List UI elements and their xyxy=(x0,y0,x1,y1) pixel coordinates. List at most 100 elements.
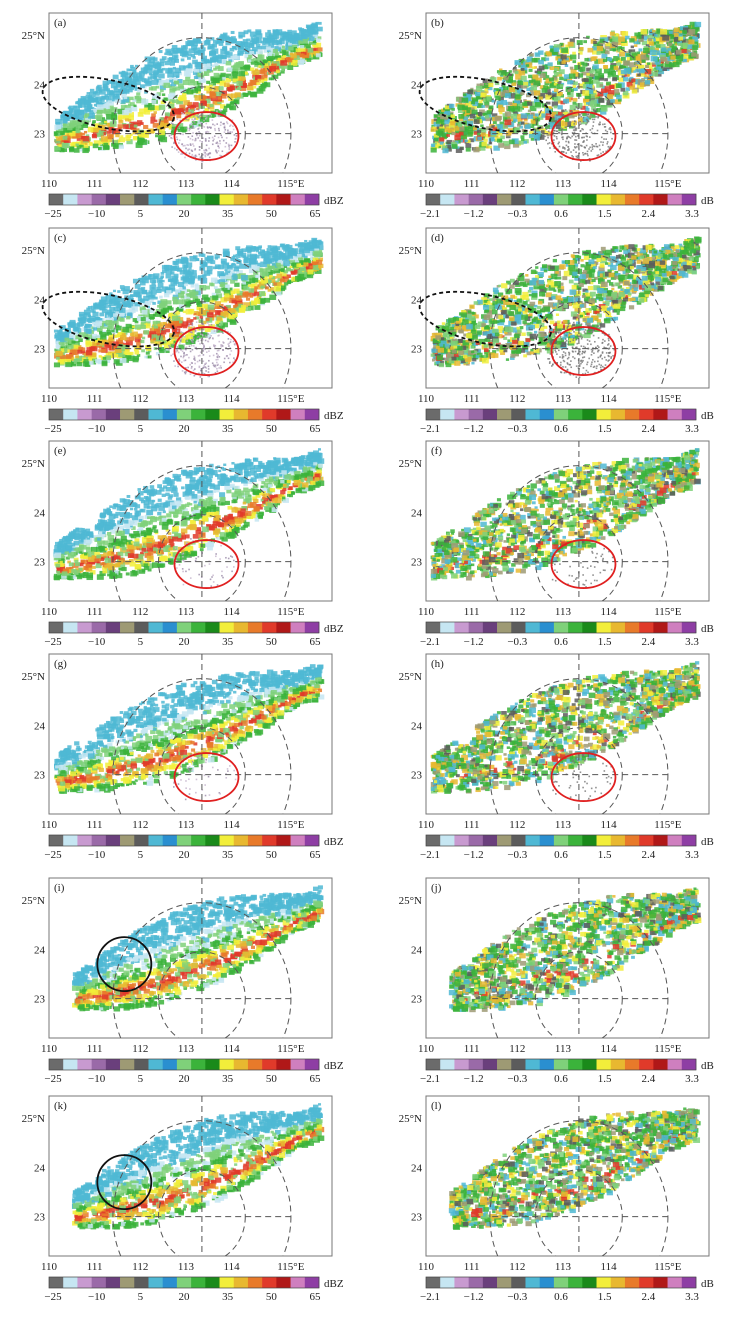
colorbar-tick-label: 5 xyxy=(138,849,144,861)
colorbar-segment xyxy=(653,1277,668,1288)
colorbar-tick-label: 20 xyxy=(179,1291,191,1303)
colorbar-segment xyxy=(554,835,569,846)
x-tick-label: 115°E xyxy=(654,606,681,618)
x-tick-label: 114 xyxy=(224,178,241,190)
colorbar-segment xyxy=(163,622,178,633)
colorbar-segment xyxy=(611,409,626,420)
y-tick-label: 25°N xyxy=(399,245,422,257)
x-tick-label: 113 xyxy=(178,1043,195,1055)
colorbar-segment xyxy=(77,622,92,633)
colorbar-segment xyxy=(305,409,320,420)
x-tick-label: 112 xyxy=(132,606,148,618)
x-tick-label: 111 xyxy=(87,178,103,190)
colorbar-segment xyxy=(653,622,668,633)
colorbar-segment xyxy=(554,622,569,633)
colorbar-segment xyxy=(582,409,597,420)
y-tick-label: 25°N xyxy=(399,671,422,683)
x-tick-label: 114 xyxy=(601,606,618,618)
colorbar-segment xyxy=(668,1277,683,1288)
colorbar-segment xyxy=(220,1059,235,1070)
colorbar-tick-label: 1.5 xyxy=(598,636,612,648)
colorbar-segment xyxy=(454,194,469,205)
colorbar-unit: dB xyxy=(701,623,714,635)
colorbar-tick-label: 65 xyxy=(310,1291,322,1303)
colorbar-segment xyxy=(511,622,526,633)
colorbar-segment xyxy=(63,835,78,846)
colorbar-tick-label: −2.1 xyxy=(420,1291,440,1303)
colorbar-tick-label: 1.5 xyxy=(598,208,612,220)
colorbar-segment xyxy=(134,622,149,633)
colorbar-segment xyxy=(582,1277,597,1288)
colorbar-segment xyxy=(668,835,683,846)
colorbar-segment xyxy=(262,835,277,846)
colorbar-segment xyxy=(220,409,235,420)
x-tick-label: 111 xyxy=(464,393,480,405)
x-tick-label: 115°E xyxy=(654,1261,681,1273)
x-tick-label: 112 xyxy=(509,606,525,618)
colorbar-segment xyxy=(291,194,306,205)
colorbar-segment xyxy=(248,1277,263,1288)
colorbar-segment xyxy=(248,409,263,420)
x-tick-label: 111 xyxy=(464,178,480,190)
y-tick-label: 23 xyxy=(34,557,46,569)
colorbar-segment xyxy=(134,194,149,205)
x-tick-label: 110 xyxy=(418,1043,435,1055)
colorbar-tick-label: −10 xyxy=(88,423,106,435)
colorbar-segment xyxy=(426,194,441,205)
x-tick-label: 115°E xyxy=(654,819,681,831)
colorbar-tick-label: 0.6 xyxy=(554,1073,568,1085)
colorbar-unit: dB xyxy=(701,195,714,207)
x-tick-label: 111 xyxy=(464,606,480,618)
colorbar-segment xyxy=(469,835,484,846)
colorbar-segment xyxy=(511,194,526,205)
panel-label: (a) xyxy=(54,17,67,29)
colorbar-segment xyxy=(497,1277,512,1288)
colorbar-segment xyxy=(248,835,263,846)
colorbar-segment xyxy=(540,835,555,846)
colorbar-segment xyxy=(163,835,178,846)
colorbar-segment xyxy=(511,1059,526,1070)
colorbar-segment xyxy=(611,194,626,205)
colorbar-segment xyxy=(653,1059,668,1070)
colorbar-segment xyxy=(205,194,220,205)
x-tick-label: 115°E xyxy=(277,393,304,405)
y-tick-label: 24 xyxy=(34,944,46,956)
x-tick-label: 111 xyxy=(464,1261,480,1273)
colorbar-unit: dB xyxy=(701,1060,714,1072)
colorbar-segment xyxy=(305,622,320,633)
panel-label: (f) xyxy=(431,445,442,457)
x-tick-label: 110 xyxy=(418,393,435,405)
y-tick-label: 24 xyxy=(411,720,423,732)
colorbar-segment xyxy=(440,409,455,420)
colorbar-segment xyxy=(483,1059,498,1070)
y-tick-label: 25°N xyxy=(22,458,45,470)
colorbar-unit: dBZ xyxy=(324,836,344,848)
colorbar-segment xyxy=(540,409,555,420)
colorbar-segment xyxy=(177,1277,192,1288)
colorbar-tick-label: −10 xyxy=(88,636,106,648)
colorbar-segment xyxy=(582,194,597,205)
y-tick-label: 23 xyxy=(411,557,423,569)
colorbar-segment xyxy=(234,1277,249,1288)
colorbar-segment xyxy=(440,835,455,846)
x-tick-label: 114 xyxy=(224,393,241,405)
x-tick-label: 112 xyxy=(509,819,525,831)
colorbar-tick-label: −0.3 xyxy=(507,849,527,861)
colorbar-tick-label: 3.3 xyxy=(685,636,699,648)
colorbar-segment xyxy=(106,622,121,633)
y-tick-label: 24 xyxy=(34,720,46,732)
colorbar-segment xyxy=(92,409,107,420)
colorbar-segment xyxy=(469,1277,484,1288)
colorbar-segment xyxy=(426,409,441,420)
colorbar-segment xyxy=(291,1277,306,1288)
colorbar-segment xyxy=(426,835,441,846)
colorbar-segment xyxy=(582,1059,597,1070)
colorbar-segment xyxy=(92,194,107,205)
colorbar-tick-label: 50 xyxy=(266,1291,278,1303)
